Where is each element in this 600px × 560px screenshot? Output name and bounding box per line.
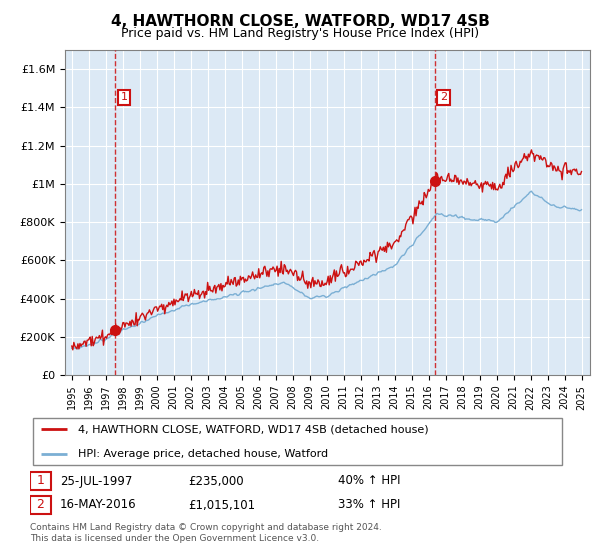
Text: £1,015,101: £1,015,101 — [188, 498, 256, 511]
Text: Price paid vs. HM Land Registry's House Price Index (HPI): Price paid vs. HM Land Registry's House … — [121, 27, 479, 40]
Text: 40% ↑ HPI: 40% ↑ HPI — [338, 474, 401, 488]
Text: 4, HAWTHORN CLOSE, WATFORD, WD17 4SB (detached house): 4, HAWTHORN CLOSE, WATFORD, WD17 4SB (de… — [78, 424, 429, 435]
Text: 2: 2 — [37, 498, 44, 511]
FancyBboxPatch shape — [32, 418, 562, 465]
Text: Contains HM Land Registry data © Crown copyright and database right 2024.
This d: Contains HM Land Registry data © Crown c… — [30, 523, 382, 543]
Text: 1: 1 — [121, 92, 128, 102]
FancyBboxPatch shape — [30, 472, 50, 490]
Text: £235,000: £235,000 — [188, 474, 244, 488]
Text: 25-JUL-1997: 25-JUL-1997 — [60, 474, 132, 488]
Text: HPI: Average price, detached house, Watford: HPI: Average price, detached house, Watf… — [78, 449, 328, 459]
Text: 2: 2 — [440, 92, 447, 102]
Text: 1: 1 — [37, 474, 44, 488]
Text: 16-MAY-2016: 16-MAY-2016 — [60, 498, 136, 511]
Text: 33% ↑ HPI: 33% ↑ HPI — [338, 498, 400, 511]
Text: 4, HAWTHORN CLOSE, WATFORD, WD17 4SB: 4, HAWTHORN CLOSE, WATFORD, WD17 4SB — [110, 14, 490, 29]
FancyBboxPatch shape — [30, 496, 50, 514]
